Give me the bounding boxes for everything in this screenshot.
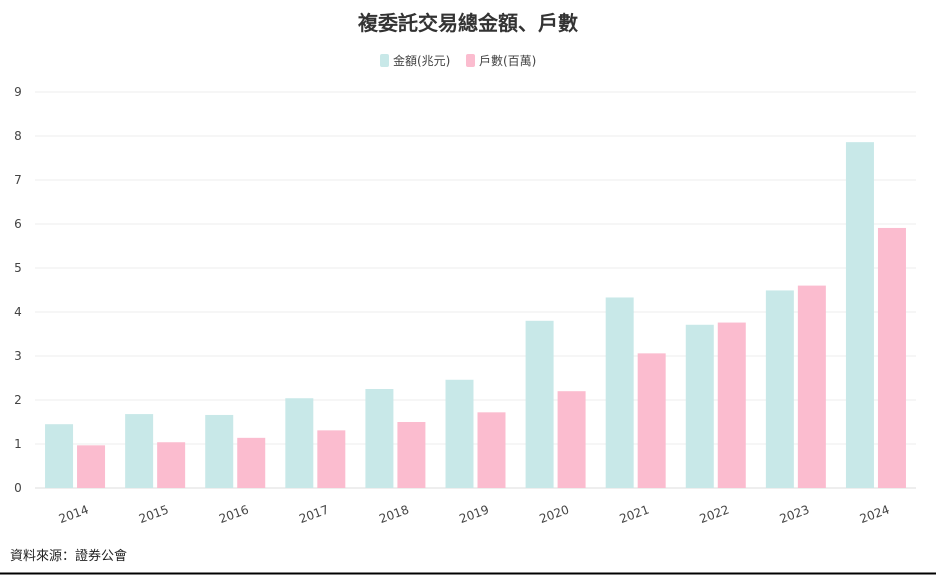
bar-households-2014[interactable] xyxy=(77,445,106,488)
x-tick-label: 2024 xyxy=(858,502,891,526)
bar-households-2021[interactable] xyxy=(637,353,666,488)
chart-title: 複委託交易總金額、戶數 xyxy=(358,11,578,35)
bar-amount-2018[interactable] xyxy=(365,389,394,488)
bar-households-2018[interactable] xyxy=(397,422,426,488)
legend: 金額(兆元) 戶數(百萬) xyxy=(380,53,536,68)
x-tick-label: 2018 xyxy=(377,502,410,526)
x-tick-label: 2023 xyxy=(778,502,811,526)
legend-swatch-amount[interactable] xyxy=(380,54,389,67)
x-tick-label: 2019 xyxy=(457,502,490,526)
x-tick-label: 2014 xyxy=(57,502,90,526)
x-tick-label: 2021 xyxy=(618,502,651,526)
y-tick-label: 2 xyxy=(14,393,22,407)
y-tick-label: 3 xyxy=(14,349,22,363)
legend-label-households[interactable]: 戶數(百萬) xyxy=(479,54,536,68)
bar-amount-2024[interactable] xyxy=(845,142,874,488)
x-tick-label: 2017 xyxy=(297,502,330,526)
bar-households-2023[interactable] xyxy=(797,285,826,488)
y-tick-label: 6 xyxy=(14,217,22,231)
x-axis: 2014 2015 2016 2017 2018 2019 2020 2021 2022 2023… xyxy=(57,502,891,526)
bar-households-2016[interactable] xyxy=(237,437,266,488)
x-tick-label: 2016 xyxy=(217,502,250,526)
bar-households-2024[interactable] xyxy=(877,227,906,488)
bar-amount-2019[interactable] xyxy=(445,379,474,488)
y-axis: 0 1 2 3 4 5 6 7 8 9 xyxy=(14,85,22,495)
bar-households-2019[interactable] xyxy=(477,412,506,488)
y-tick-label: 8 xyxy=(14,129,22,143)
bar-households-2020[interactable] xyxy=(557,391,586,488)
y-tick-label: 0 xyxy=(14,481,22,495)
bar-amount-2020[interactable] xyxy=(525,320,554,488)
bar-amount-2017[interactable] xyxy=(285,398,314,488)
y-tick-label: 4 xyxy=(14,305,22,319)
bar-households-2017[interactable] xyxy=(317,430,346,488)
x-tick-label: 2022 xyxy=(698,502,731,526)
y-tick-label: 9 xyxy=(14,85,22,99)
y-tick-label: 5 xyxy=(14,261,22,275)
bar-amount-2023[interactable] xyxy=(765,290,794,488)
bar-amount-2015[interactable] xyxy=(125,414,154,488)
bar-households-2015[interactable] xyxy=(157,442,186,488)
y-tick-label: 7 xyxy=(14,173,22,187)
bar-amount-2016[interactable] xyxy=(205,414,234,488)
source-note: 資料來源：證券公會 xyxy=(10,548,127,564)
bars xyxy=(45,142,906,488)
bar-amount-2022[interactable] xyxy=(685,324,714,488)
x-tick-label: 2015 xyxy=(137,502,170,526)
legend-label-amount[interactable]: 金額(兆元) xyxy=(393,53,450,68)
x-tick-label: 2020 xyxy=(537,502,570,526)
y-tick-label: 1 xyxy=(14,437,22,451)
bar-households-2022[interactable] xyxy=(717,322,746,488)
legend-swatch-households[interactable] xyxy=(466,54,475,67)
bar-amount-2014[interactable] xyxy=(45,424,74,488)
bar-amount-2021[interactable] xyxy=(605,297,634,488)
